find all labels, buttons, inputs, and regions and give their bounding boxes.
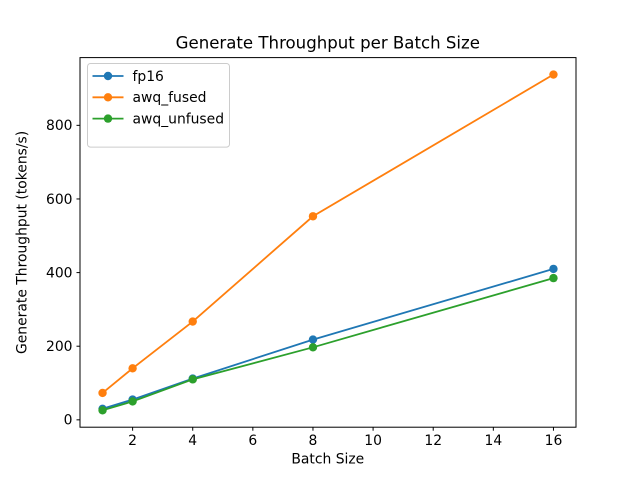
marker-awq_unfused-x2 <box>128 397 137 406</box>
y-tick-label-800: 800 <box>46 118 73 134</box>
legend-entry-awq_fused: awq_fused <box>92 90 207 106</box>
x-tick-label-4: 4 <box>188 433 197 449</box>
y-tick-label-0: 0 <box>64 413 73 429</box>
legend-marker-fp16 <box>103 71 113 81</box>
chart-title: Generate Throughput per Batch Size <box>176 34 480 53</box>
y-tick-label-600: 600 <box>46 192 73 208</box>
x-tick-label-8: 8 <box>309 433 318 449</box>
marker-awq_fused-x2 <box>128 364 137 373</box>
legend-label-fp16: fp16 <box>133 69 164 85</box>
marker-awq_unfused-x16 <box>549 273 558 283</box>
legend: fp16 awq_fused awq_unfused <box>87 63 230 148</box>
y-tick-label-400: 400 <box>46 265 73 281</box>
plot-frame <box>79 57 577 428</box>
x-tick-label-14: 14 <box>484 433 502 449</box>
legend-label-awq_fused: awq_fused <box>133 90 207 106</box>
marker-fp16-x16 <box>549 264 558 274</box>
data-series <box>98 70 558 415</box>
marker-awq_unfused-x1 <box>98 406 107 415</box>
y-axis-label: Generate Throughput (tokens/s) <box>15 131 31 354</box>
x-tick-label-10: 10 <box>364 433 382 449</box>
marker-fp16-x8 <box>308 335 318 344</box>
x-tick-label-2: 2 <box>128 433 137 449</box>
marker-awq_fused-x8 <box>308 212 318 221</box>
marker-awq_unfused-x8 <box>308 343 318 352</box>
series-line-awq_unfused <box>102 277 554 412</box>
x-tick-label-6: 6 <box>248 433 257 449</box>
axes: 2 4 6 8 10 12 14 16 0 200 400 600 800 <box>46 57 577 449</box>
marker-awq_fused-x1 <box>98 388 107 398</box>
y-tick-label-200: 200 <box>46 339 73 355</box>
x-tick-label-12: 12 <box>424 433 442 449</box>
legend-entry-fp16: fp16 <box>92 69 164 85</box>
x-axis-label: Batch Size <box>291 452 364 468</box>
legend-entry-awq_unfused: awq_unfused <box>92 112 225 128</box>
legend-box <box>87 63 230 148</box>
legend-marker-awq_fused <box>103 93 113 102</box>
marker-awq_fused-x16 <box>549 70 558 79</box>
legend-marker-awq_unfused <box>103 114 113 123</box>
legend-label-awq_unfused: awq_unfused <box>133 112 225 128</box>
x-tick-label-16: 16 <box>545 433 563 449</box>
marker-awq_unfused-x4 <box>188 375 197 384</box>
marker-awq_fused-x4 <box>188 317 197 326</box>
